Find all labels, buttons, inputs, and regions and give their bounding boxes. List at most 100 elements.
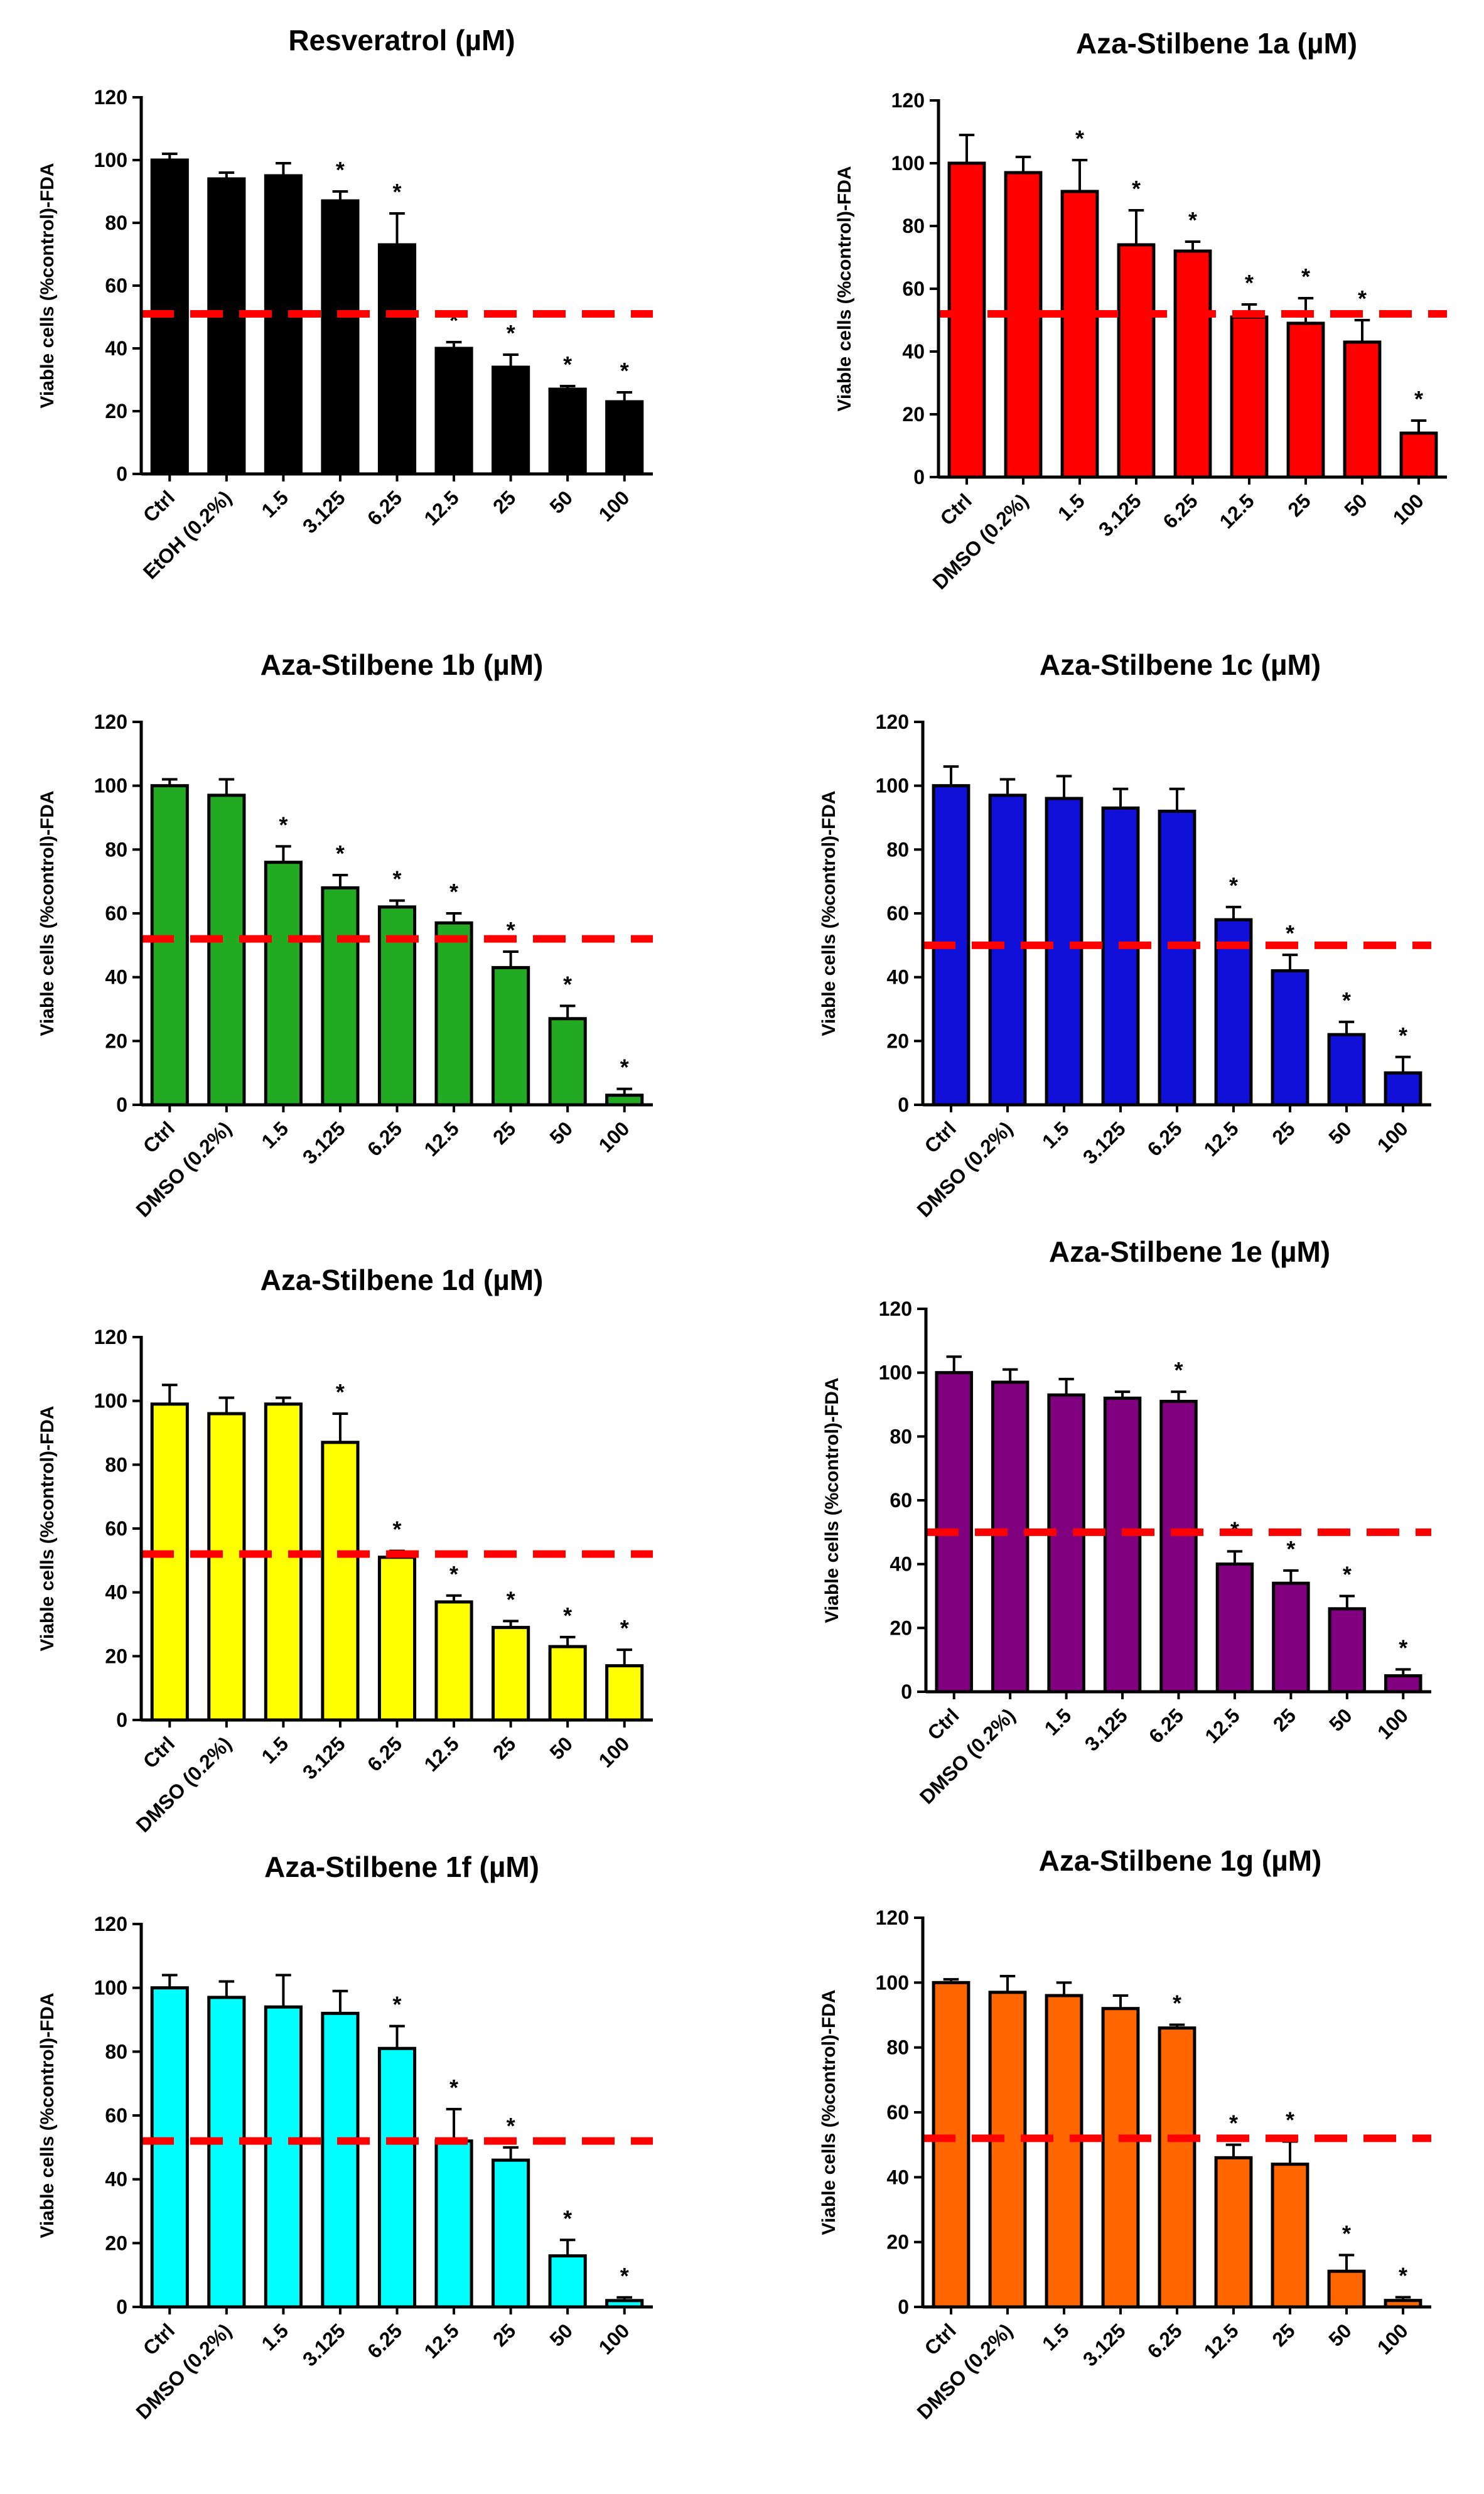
significance-mark: * (1414, 386, 1423, 412)
significance-mark: * (392, 1992, 401, 2018)
x-tick-label: 6.25 (363, 1732, 406, 1775)
significance-mark: * (1399, 2263, 1407, 2289)
y-tick-label: 0 (901, 1680, 912, 1703)
significance-mark: * (620, 358, 629, 384)
x-tick-label: 1.5 (257, 2319, 293, 2355)
y-tick-label: 100 (891, 152, 925, 175)
significance-mark: * (1132, 176, 1141, 202)
y-tick-label: 120 (876, 711, 909, 733)
significance-mark: * (392, 866, 401, 892)
bar (150, 1402, 189, 1722)
x-tick-label: 50 (1324, 1117, 1356, 1149)
y-axis-label: Viable cells (%control)-FDA (37, 790, 58, 1036)
y-tick-label: 80 (105, 838, 127, 861)
x-tick-label: 1.5 (257, 486, 293, 522)
x-tick-label: Ctrl (139, 2319, 179, 2359)
bar (1384, 1674, 1422, 1694)
x-tick-label: Ctrl (139, 1117, 179, 1157)
y-tick-label: 120 (94, 1326, 127, 1348)
x-tick-label: 6.25 (1143, 2319, 1186, 2362)
significance-mark: * (1343, 1562, 1352, 1588)
bar (605, 400, 644, 476)
bar (434, 2139, 473, 2309)
significance-mark: * (507, 2113, 515, 2139)
significance-mark: * (1399, 1635, 1407, 1660)
chart-panel-1: Resveratrol (µM) Viable cells (%control)-… (37, 24, 653, 583)
bar (264, 1402, 303, 1722)
significance-mark: * (1174, 1357, 1183, 1383)
chart-title: Aza-Stilbene 1c (µM) (1040, 648, 1321, 681)
y-tick-label: 120 (879, 1298, 912, 1320)
x-tick-label: 3.125 (1078, 2319, 1130, 2370)
x-tick-label: Ctrl (936, 489, 976, 529)
x-tick-label: 12.5 (1200, 1704, 1244, 1747)
x-tick-label: 100 (594, 2319, 633, 2358)
bar (1047, 1393, 1085, 1694)
x-tick-label: 3.125 (298, 2319, 350, 2370)
bar (321, 2011, 360, 2309)
chart-panel-2: Aza-Stilbene 1a (µM) Viable cells (%contr… (834, 27, 1447, 594)
x-tick-label: 25 (1267, 1117, 1299, 1149)
x-tick-label: 6.25 (363, 486, 406, 529)
y-tick-label: 40 (105, 2168, 127, 2191)
y-axis-label: Viable cells (%control)-FDA (37, 163, 58, 408)
bar (1159, 1399, 1198, 1694)
bar (988, 793, 1027, 1107)
chart-title: Aza-Stilbene 1b (µM) (261, 648, 544, 681)
chart-title: Aza-Stilbene 1e (µM) (1049, 1235, 1330, 1268)
y-tick-label: 0 (898, 1094, 909, 1116)
x-tick-label: 12.5 (1199, 2319, 1242, 2362)
x-tick-label: 3.125 (1078, 1117, 1130, 1168)
x-tick-label: 1.5 (257, 1117, 293, 1153)
significance-mark: * (1399, 1023, 1407, 1048)
bar (988, 1991, 1027, 2309)
x-tick-label: 25 (488, 486, 520, 518)
x-tick-label: 25 (1267, 2319, 1299, 2351)
x-tick-label: 6.25 (363, 2319, 406, 2362)
significance-mark: * (620, 2263, 629, 2289)
y-tick-label: 0 (913, 466, 925, 488)
x-tick-label: 3.125 (298, 486, 350, 537)
x-tick-label: 12.5 (420, 2319, 463, 2362)
x-tick-label: 100 (1373, 2319, 1412, 2358)
y-axis-label: Viable cells (%control)-FDA (819, 1989, 839, 2235)
bar (548, 387, 587, 476)
x-tick-label: 50 (1324, 2319, 1356, 2351)
significance-mark: * (392, 1517, 401, 1542)
significance-mark: * (563, 2205, 572, 2231)
bar (548, 1017, 587, 1107)
bar (264, 174, 303, 476)
bar (492, 2158, 530, 2309)
y-tick-label: 80 (902, 215, 925, 237)
bar (1328, 1607, 1367, 1694)
y-tick-label: 100 (94, 775, 127, 797)
y-tick-label: 100 (94, 1390, 127, 1412)
y-tick-label: 80 (105, 212, 127, 234)
y-tick-label: 100 (879, 1362, 912, 1384)
y-tick-label: 100 (94, 149, 127, 171)
bar (377, 1556, 417, 1722)
bar (434, 347, 473, 476)
y-tick-label: 20 (105, 400, 127, 422)
x-tick-label: 25 (1269, 1704, 1301, 1736)
bar (932, 1981, 971, 2309)
bar (1271, 969, 1309, 1107)
y-tick-label: 120 (876, 1906, 909, 1929)
y-tick-label: 80 (890, 1425, 912, 1448)
y-tick-label: 80 (886, 2036, 909, 2059)
x-tick-label: Ctrl (139, 1732, 179, 1772)
y-tick-label: 120 (94, 86, 127, 109)
bar (548, 1645, 587, 1722)
x-tick-label: 100 (1373, 1117, 1412, 1156)
significance-mark: * (1358, 286, 1367, 311)
x-tick-label: 12.5 (1199, 1117, 1242, 1160)
bar (1117, 243, 1156, 479)
x-tick-label: Ctrl (139, 486, 179, 526)
chart-title: Resveratrol (µM) (288, 24, 515, 56)
y-tick-label: 120 (891, 89, 925, 112)
x-tick-label: 12.5 (420, 1732, 463, 1775)
x-tick-label: 6.25 (363, 1117, 406, 1160)
bar (1272, 1581, 1310, 1694)
bar (434, 921, 473, 1107)
